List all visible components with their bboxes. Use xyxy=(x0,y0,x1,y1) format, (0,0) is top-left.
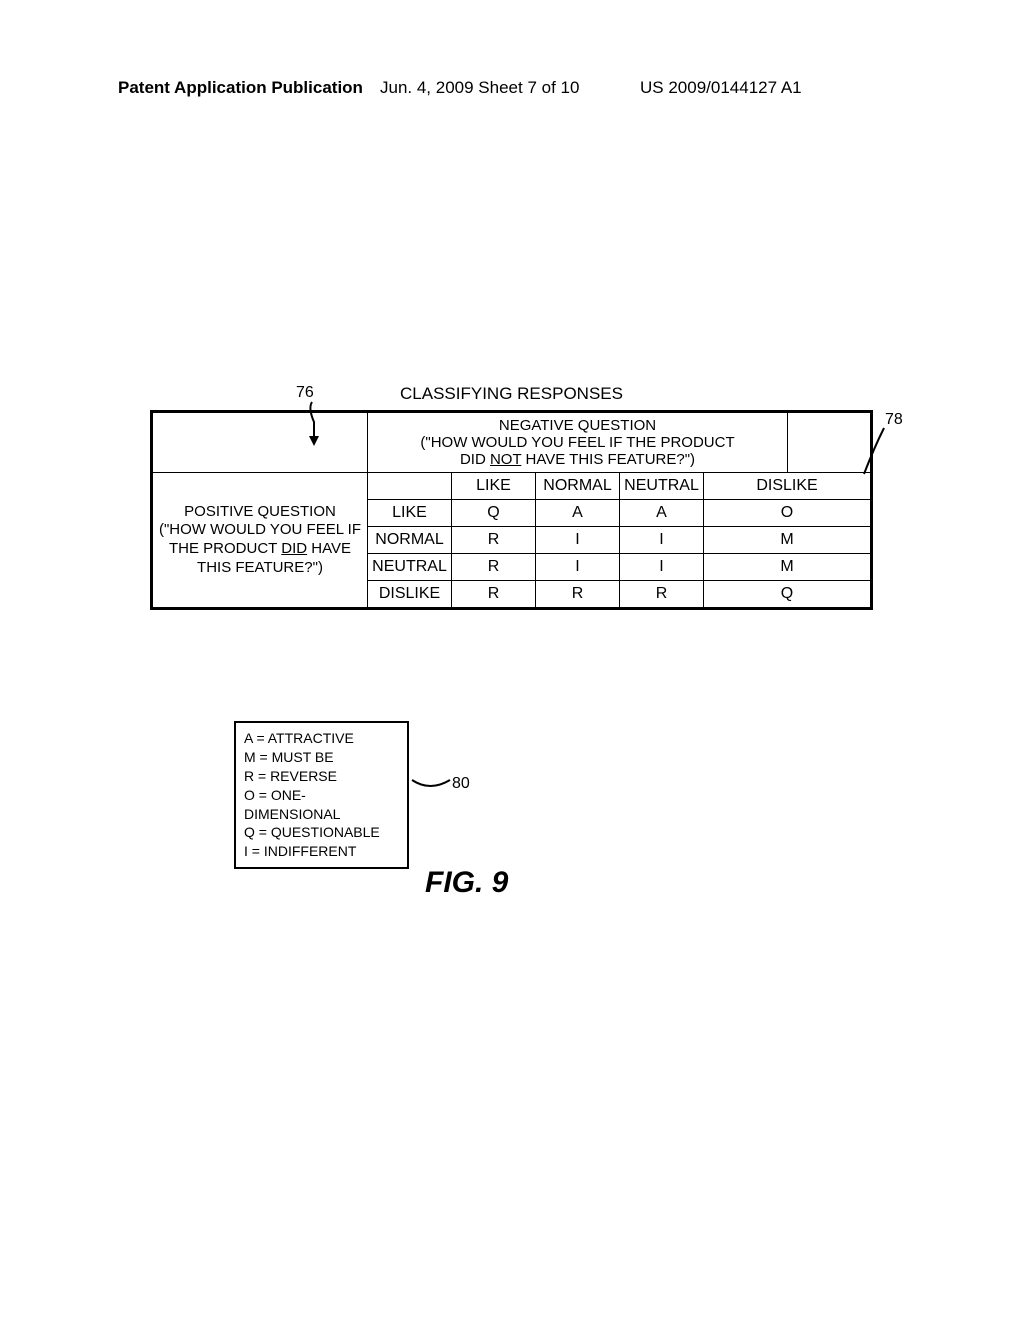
col-like: LIKE xyxy=(452,473,536,500)
legend-box: A = ATTRACTIVE M = MUST BE R = REVERSE O… xyxy=(234,721,409,869)
cell: M xyxy=(704,527,872,554)
row-normal: NORMAL xyxy=(368,527,452,554)
negative-question-header: NEGATIVE QUESTION ("HOW WOULD YOU FEEL I… xyxy=(368,412,788,473)
legend-item: O = ONE-DIMENSIONAL xyxy=(244,786,399,824)
cell: R xyxy=(536,581,620,609)
publication-type: Patent Application Publication xyxy=(118,78,363,98)
cell: R xyxy=(620,581,704,609)
legend-item: M = MUST BE xyxy=(244,748,399,767)
row-dislike: DISLIKE xyxy=(368,581,452,609)
cell: R xyxy=(452,527,536,554)
legend-item: Q = QUESTIONABLE xyxy=(244,823,399,842)
cell: A xyxy=(536,500,620,527)
header-empty xyxy=(368,473,452,500)
legend-item: A = ATTRACTIVE xyxy=(244,729,399,748)
col-neutral: NEUTRAL xyxy=(620,473,704,500)
cell: I xyxy=(536,527,620,554)
cell: Q xyxy=(452,500,536,527)
cell: I xyxy=(536,554,620,581)
row-like: LIKE xyxy=(368,500,452,527)
publication-number: US 2009/0144127 A1 xyxy=(640,78,802,98)
table-title: CLASSIFYING RESPONSES xyxy=(152,380,872,412)
date-sheet: Jun. 4, 2009 Sheet 7 of 10 xyxy=(380,78,579,98)
cell: O xyxy=(704,500,872,527)
callout-80-arrow xyxy=(410,772,455,798)
cell: R xyxy=(452,581,536,609)
positive-question-header: POSITIVE QUESTION ("HOW WOULD YOU FEEL I… xyxy=(152,473,368,609)
cell: R xyxy=(452,554,536,581)
page: Patent Application Publication Jun. 4, 2… xyxy=(0,0,1024,1320)
legend-item: R = REVERSE xyxy=(244,767,399,786)
cell: I xyxy=(620,554,704,581)
row-neutral: NEUTRAL xyxy=(368,554,452,581)
corner-cell xyxy=(152,412,368,473)
col-dislike: DISLIKE xyxy=(704,473,872,500)
cell: M xyxy=(704,554,872,581)
neg-q-line2: ("HOW WOULD YOU FEEL IF THE PRODUCT DID … xyxy=(370,434,785,468)
figure-label: FIG. 9 xyxy=(425,866,508,900)
cell: Q xyxy=(704,581,872,609)
classification-table: CLASSIFYING RESPONSES NEGATIVE QUESTION … xyxy=(150,380,873,610)
cell: I xyxy=(620,527,704,554)
legend-item: I = INDIFFERENT xyxy=(244,842,399,861)
corner-cell-right xyxy=(788,412,872,473)
col-normal: NORMAL xyxy=(536,473,620,500)
diagram-area: CLASSIFYING RESPONSES NEGATIVE QUESTION … xyxy=(150,380,870,610)
cell: A xyxy=(620,500,704,527)
neg-q-line1: NEGATIVE QUESTION xyxy=(370,417,785,434)
